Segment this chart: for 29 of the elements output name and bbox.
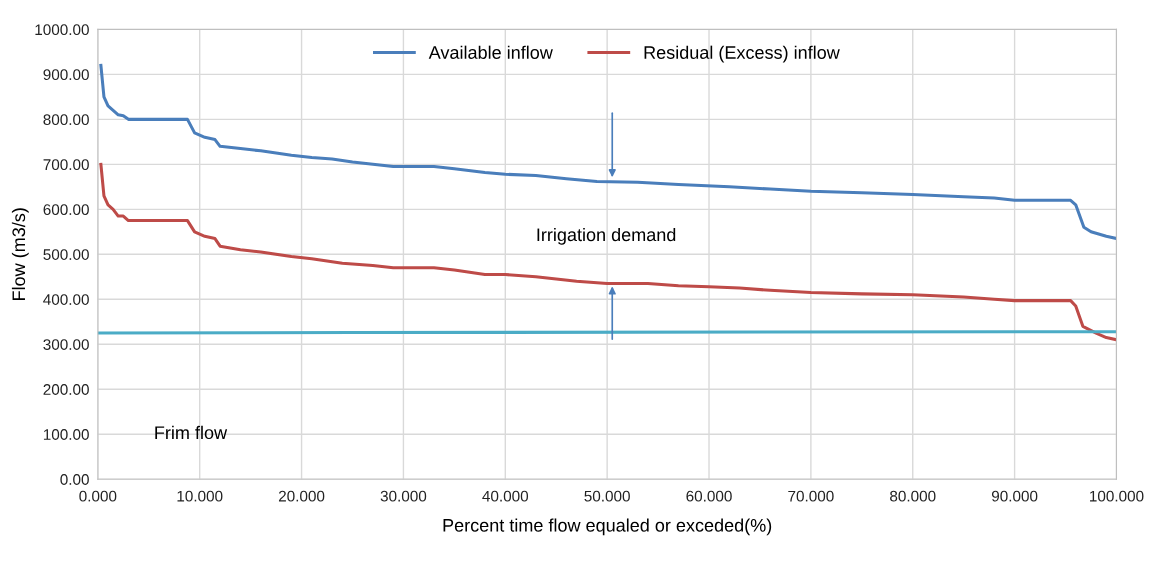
y-tick-label: 500.00 (43, 249, 89, 260)
x-tick-label: 90.000 (991, 490, 1038, 502)
x-tick-label: 10.000 (177, 490, 223, 502)
y-tick-label: 0.00 (60, 474, 89, 485)
legend-label: Residual (Excess) inflow (644, 45, 840, 63)
y-tick-label: 800.00 (43, 114, 89, 126)
x-tick-label: 50.000 (584, 490, 630, 502)
annotation: Irrigation demand (537, 227, 676, 245)
x-tick-label: 70.000 (788, 490, 834, 502)
y-tick-label: 200.00 (43, 384, 89, 395)
y-tick-label: 700.00 (43, 159, 89, 171)
y-tick-label: 300.00 (43, 339, 89, 350)
y-tick-label: 400.00 (43, 294, 89, 305)
y-tick-label: 100.00 (43, 429, 89, 440)
legend-label: Available inflow (428, 45, 553, 59)
x-tick-label: 100.000 (1090, 490, 1144, 502)
x-tick-label: 80.000 (890, 490, 936, 502)
x-tick-label: 60.000 (686, 490, 732, 502)
x-tick-label: 0.000 (79, 490, 117, 502)
x-tick-label: 30.000 (380, 490, 427, 502)
annotation: Frim flow (155, 425, 228, 440)
x-tick-label: 20.000 (278, 490, 325, 502)
y-tick-label: 1000.00 (35, 24, 89, 36)
line-series (99, 162, 1117, 342)
y-tick-label: 900.00 (43, 69, 89, 81)
x-axis-title: Percent time flow equaled or exceded(%) (443, 518, 772, 536)
y-tick-label: 600.00 (43, 204, 89, 216)
y-axis-title: Flow (m3/s) (11, 208, 29, 300)
x-tick-label: 40.000 (482, 490, 529, 502)
